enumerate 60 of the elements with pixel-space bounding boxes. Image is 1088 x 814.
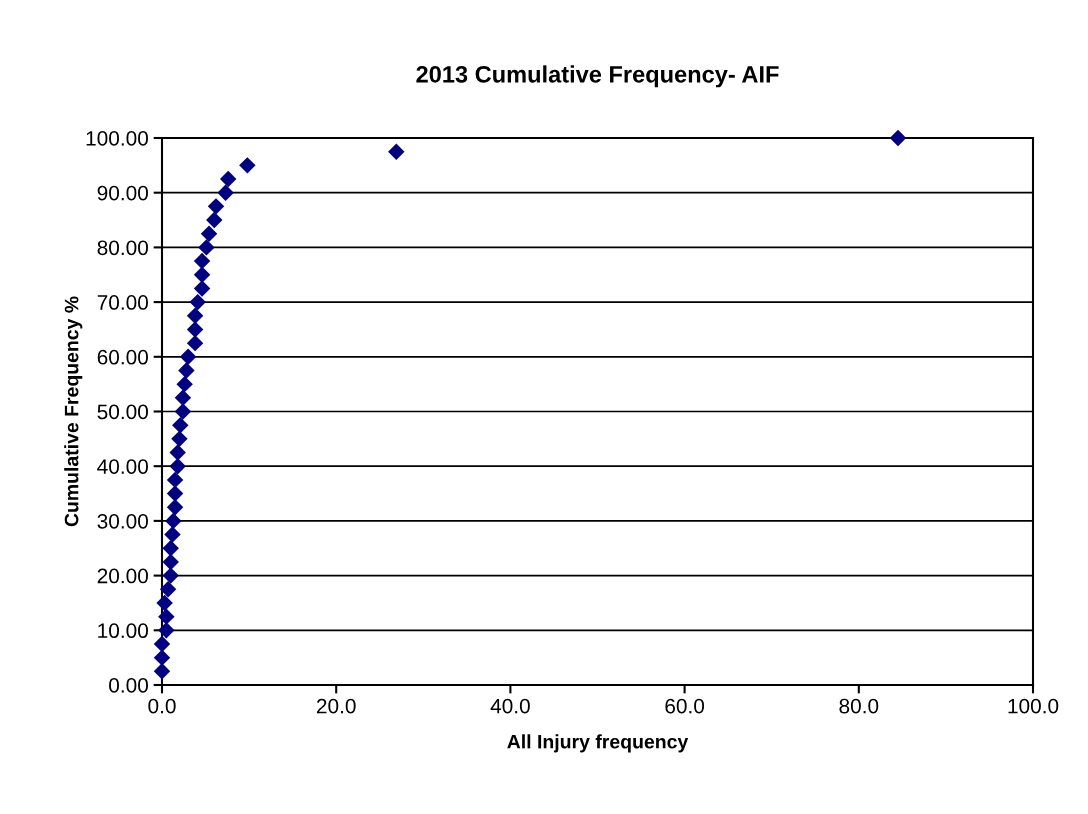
x-tick-label: 40.0: [490, 698, 530, 714]
x-tick-label: 0.0: [148, 698, 176, 714]
x-tick-label: 100.0: [1008, 698, 1059, 714]
point: [186, 321, 204, 338]
point: [158, 622, 175, 639]
point: [166, 485, 184, 502]
y-tick-label: 100.00: [86, 131, 148, 146]
point: [153, 663, 171, 680]
point: [198, 239, 215, 256]
point: [165, 512, 182, 530]
point: [186, 334, 204, 352]
point: [174, 403, 192, 420]
point: [169, 457, 186, 475]
point: [174, 389, 192, 407]
point: [176, 375, 193, 393]
point: [166, 499, 184, 516]
point: [207, 198, 225, 215]
point: [889, 129, 907, 147]
point: [171, 430, 188, 448]
point: [193, 266, 211, 283]
point: [206, 211, 223, 229]
x-tick-label: 20.0: [316, 698, 356, 714]
point: [162, 567, 179, 584]
y-tick-label: 60.00: [97, 349, 148, 365]
point: [164, 526, 181, 543]
point: [166, 471, 184, 489]
y-tick-label: 40.00: [97, 459, 148, 474]
point: [239, 157, 256, 174]
y-tick-label: 30.00: [97, 513, 148, 529]
point: [193, 252, 211, 270]
y-tick-label: 90.00: [97, 185, 148, 201]
point: [219, 170, 237, 188]
point: [158, 608, 175, 625]
y-tick-label: 80.00: [97, 240, 148, 256]
point: [217, 184, 234, 201]
point: [186, 307, 204, 324]
point: [153, 635, 171, 653]
point: [156, 594, 173, 612]
y-tick-label: 70.00: [97, 295, 148, 310]
x-axis-title: All Injury frequency: [507, 734, 689, 753]
point: [162, 540, 179, 557]
point: [179, 348, 197, 366]
point: [178, 362, 195, 379]
point: [200, 225, 218, 242]
y-tick-label: 10.00: [98, 623, 148, 639]
point: [153, 649, 171, 666]
point: [162, 553, 179, 571]
chart-title: 2013 Cumulative Frequency- AIF: [416, 65, 779, 88]
point: [388, 143, 405, 160]
y-axis-title: Cumulative Frequency %: [64, 296, 83, 527]
point: [169, 444, 186, 461]
y-tick-label: 0.00: [109, 678, 148, 693]
point: [193, 280, 211, 297]
point: [172, 416, 189, 434]
point: [159, 581, 177, 598]
y-tick-label: 20.00: [97, 568, 148, 584]
x-tick-label: 80.0: [839, 698, 879, 714]
point: [189, 293, 206, 311]
y-tick-label: 50.00: [97, 404, 148, 420]
x-tick-label: 60.0: [665, 698, 705, 714]
